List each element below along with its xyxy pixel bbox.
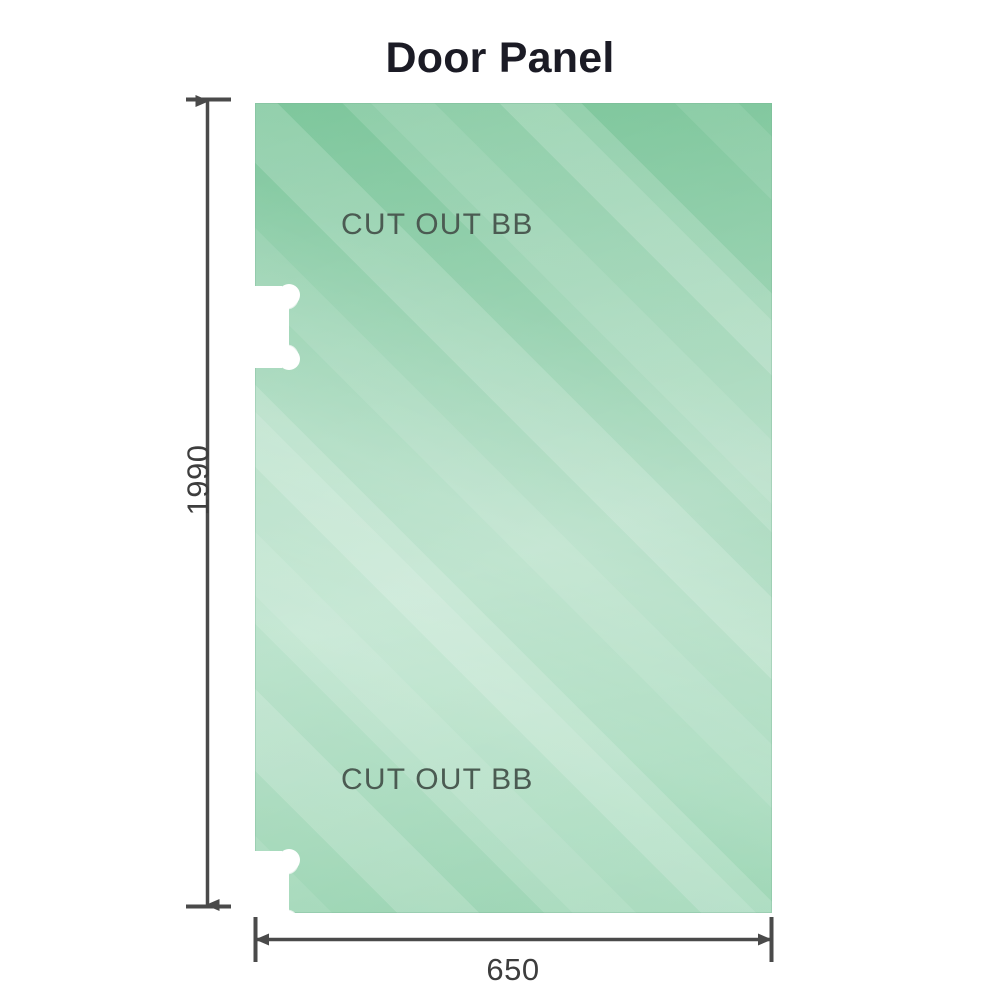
cutout-notch-lower xyxy=(255,846,303,913)
page-title: Door Panel xyxy=(385,34,615,82)
glass-door-panel xyxy=(255,103,772,913)
dimension-label-height: 1990 xyxy=(180,444,216,516)
dimension-label-width: 650 xyxy=(486,952,540,987)
glass-sheen-overlay xyxy=(255,103,772,913)
cutout-label-lower: CUT OUT BB xyxy=(341,763,534,796)
glass-reflection-streaks xyxy=(255,103,772,913)
cutout-label-upper: CUT OUT BB xyxy=(341,208,534,241)
glass-reflection-streaks-secondary xyxy=(255,103,772,913)
cutout-notch-upper xyxy=(255,281,303,373)
glass-base-fill xyxy=(255,103,772,913)
